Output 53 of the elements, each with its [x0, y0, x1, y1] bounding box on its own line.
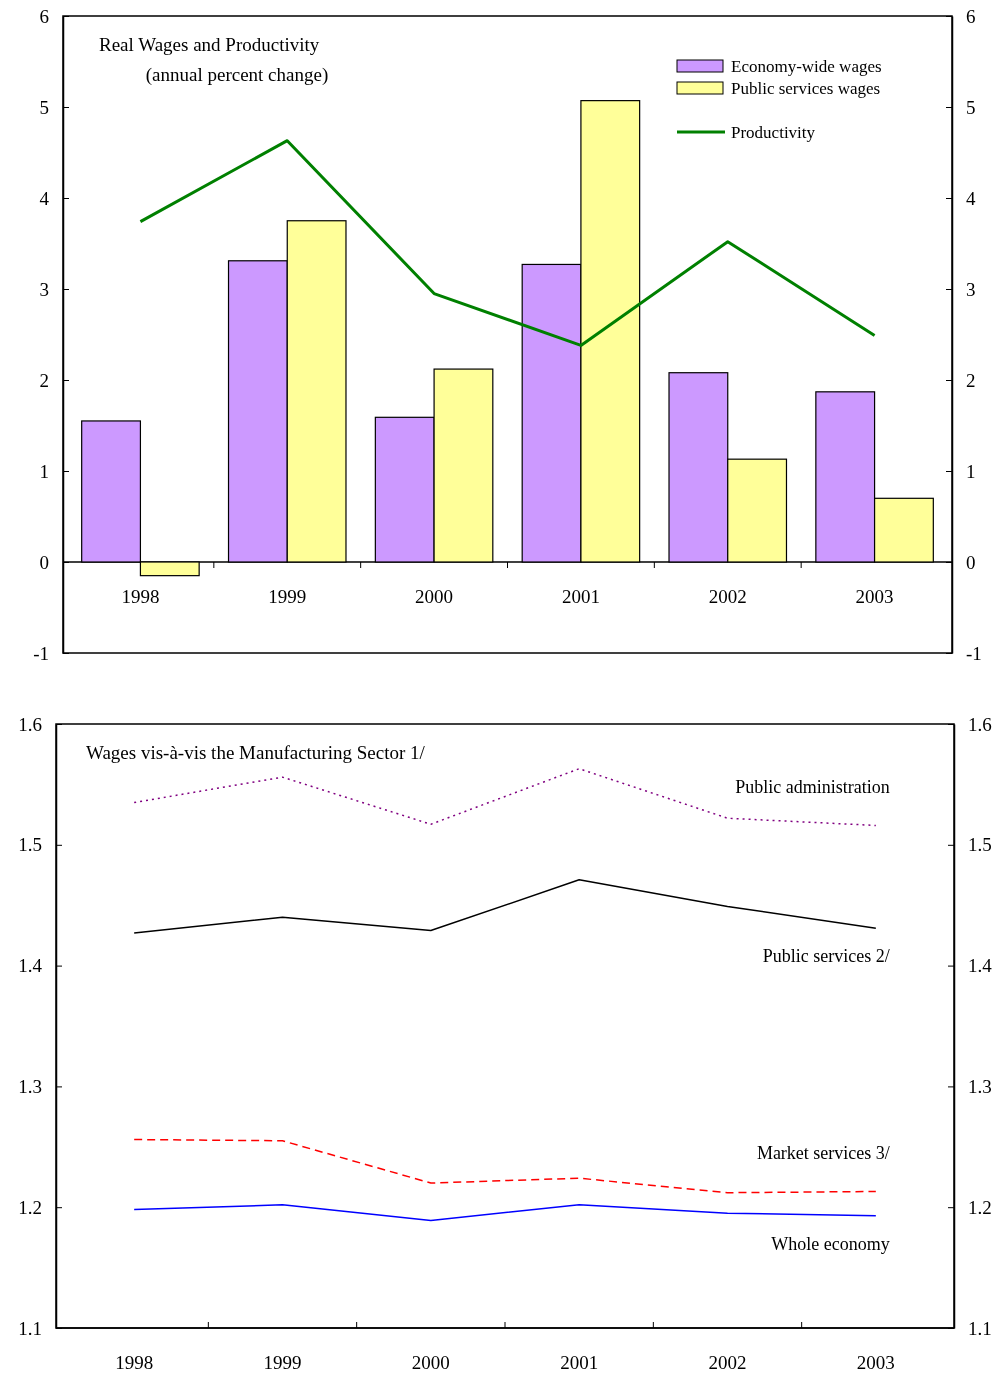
y2-tick-label: 5 — [966, 96, 976, 118]
y-tick-label: 1.3 — [18, 1075, 42, 1097]
x-tick-label: 1998 — [115, 1352, 154, 1373]
series-label: Public services 2/ — [762, 946, 890, 967]
y2-tick-label: 0 — [966, 551, 976, 573]
legend-label: Productivity — [731, 123, 816, 142]
series-label: Public administration — [735, 777, 890, 798]
y2-tick-label: 1.5 — [968, 834, 992, 856]
y2-tick-label: 1.6 — [968, 713, 992, 735]
y-tick-label: 4 — [39, 187, 50, 209]
y-tick-label: 5 — [39, 96, 49, 118]
y-tick-label: 2 — [39, 369, 49, 391]
y-tick-label: 1 — [39, 460, 49, 482]
y-tick-label: 6 — [39, 5, 49, 27]
x-tick-label: 2002 — [708, 586, 747, 607]
text: (annual percent change) — [145, 64, 329, 86]
line-series — [133, 879, 877, 934]
y2-tick-label: 3 — [966, 278, 976, 300]
text: Real Wages and Productivity — [99, 34, 320, 55]
y2-tick-label: 6 — [966, 5, 976, 27]
x-tick-label: 2001 — [561, 586, 600, 607]
y2-tick-label: 1.4 — [968, 955, 993, 977]
series-label: Whole economy — [771, 1233, 890, 1254]
legend-label: Public services wages — [731, 79, 881, 98]
line-series — [133, 1138, 877, 1194]
y2-tick-label: 2 — [966, 369, 976, 391]
line-series — [133, 1204, 877, 1222]
x-tick-label: 1999 — [263, 1352, 302, 1373]
x-tick-label: 2003 — [856, 1352, 895, 1373]
y-tick-label: 1.1 — [18, 1317, 42, 1339]
x-tick-label: 2000 — [415, 586, 454, 607]
y-tick-label: 1.2 — [18, 1196, 42, 1218]
x-tick-label: 2002 — [708, 1352, 747, 1373]
y-tick-label: 0 — [39, 551, 49, 573]
y-tick-label: 1.5 — [18, 834, 42, 856]
y-tick-label: 1.4 — [18, 955, 43, 977]
series-label: Market services 3/ — [756, 1143, 890, 1164]
y-tick-label: 3 — [39, 278, 49, 300]
x-tick-label: 2003 — [855, 586, 894, 607]
y2-tick-label: 1 — [966, 460, 976, 482]
text: Wages vis-à-vis the Manufacturing Sector 1/ — [86, 742, 426, 763]
legend-label: Economy-wide wages — [731, 57, 882, 76]
x-tick-label: 1999 — [268, 586, 307, 607]
x-tick-label: 1998 — [121, 586, 160, 607]
y2-tick-label: 1.3 — [968, 1075, 992, 1097]
y-tick-label: 1.6 — [18, 713, 42, 735]
y2-tick-label: 1.1 — [968, 1317, 992, 1339]
y2-tick-label: 4 — [966, 187, 976, 209]
y-tick-label: -1 — [33, 642, 49, 664]
y2-tick-label: 1.2 — [968, 1196, 992, 1218]
x-tick-label: 2000 — [411, 1352, 450, 1373]
y2-tick-label: -1 — [966, 642, 982, 664]
x-tick-label: 2001 — [560, 1352, 599, 1373]
